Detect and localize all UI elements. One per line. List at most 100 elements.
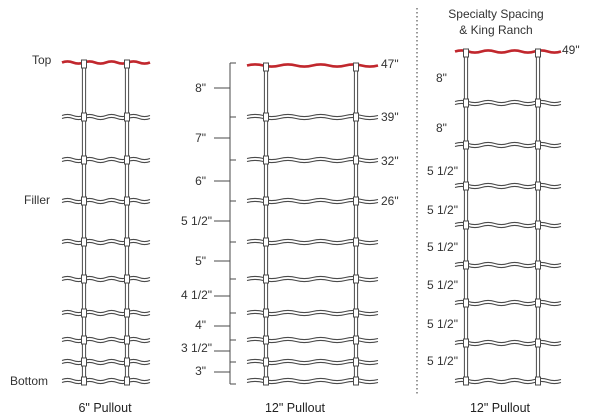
clip-bracket xyxy=(353,335,359,345)
clip-bracket xyxy=(463,338,469,348)
clip-bracket xyxy=(124,376,130,386)
spacing-label: 5 1/2" xyxy=(427,203,458,217)
spacing-label: 8" xyxy=(436,71,447,85)
shelf-wire xyxy=(61,159,151,164)
shelf-wire xyxy=(454,261,562,266)
shelf-wire xyxy=(61,197,151,202)
clip-bracket xyxy=(463,220,469,230)
height-label: 47" xyxy=(381,57,399,71)
clip-bracket xyxy=(263,308,269,318)
clip-bracket xyxy=(463,260,469,270)
shelf-wire xyxy=(61,339,151,344)
clip-bracket xyxy=(124,59,130,69)
clip-bracket xyxy=(535,260,541,270)
shelf-wire xyxy=(454,342,562,347)
left-6in-rack xyxy=(61,59,151,386)
shelf-wire xyxy=(61,380,151,385)
shelf-wire xyxy=(61,156,151,161)
clip-bracket xyxy=(81,357,87,367)
clip-bracket xyxy=(535,298,541,308)
spacing-label: 4 1/2" xyxy=(181,288,212,302)
middle-caption: 12" Pullout xyxy=(264,401,326,415)
clip-bracket xyxy=(263,155,269,165)
shelf-wire xyxy=(61,309,151,314)
middle-12in-rack xyxy=(246,62,379,386)
clip-bracket xyxy=(353,357,359,367)
clip-bracket xyxy=(263,237,269,247)
clip-bracket xyxy=(353,155,359,165)
clip-bracket xyxy=(535,98,541,108)
clip-bracket xyxy=(353,237,359,247)
spacing-label: 7" xyxy=(195,131,206,145)
clip-bracket xyxy=(124,112,130,122)
spacing-label: 6" xyxy=(195,174,206,188)
shelf-wire xyxy=(61,113,151,118)
filler-shelf-label: Filler xyxy=(24,193,50,207)
height-label: 32" xyxy=(381,154,399,168)
right-specialty-rack xyxy=(454,48,562,386)
shelf-wire xyxy=(454,221,562,226)
shelf-wire xyxy=(61,358,151,363)
clip-bracket xyxy=(81,196,87,206)
spacing-label: 8" xyxy=(195,81,206,95)
shelf-wire xyxy=(61,200,151,205)
spacing-label: 8" xyxy=(436,121,447,135)
shelf-wire xyxy=(454,299,562,304)
shelf-wire xyxy=(454,377,562,382)
clip-bracket xyxy=(81,112,87,122)
clip-bracket xyxy=(535,181,541,191)
shelf-wire xyxy=(61,377,151,382)
clip-bracket xyxy=(463,98,469,108)
bottom-shelf-label: Bottom xyxy=(10,374,49,388)
clip-bracket xyxy=(124,237,130,247)
shelf-wire xyxy=(61,361,151,366)
clip-bracket xyxy=(263,62,269,72)
clip-bracket xyxy=(81,335,87,345)
shelf-wire xyxy=(454,144,562,149)
clip-bracket xyxy=(81,59,87,69)
spacing-label: 5 1/2" xyxy=(427,164,458,178)
shelf-wire xyxy=(61,312,151,317)
shelf-wire xyxy=(454,302,562,307)
clip-bracket xyxy=(81,237,87,247)
left-caption: 6" Pullout xyxy=(78,401,132,415)
spacing-label: 4" xyxy=(195,318,206,332)
top-shelf-wire xyxy=(454,49,562,54)
clip-bracket xyxy=(263,376,269,386)
specialty-title-line1: Specialty Spacing xyxy=(448,7,544,21)
clip-bracket xyxy=(124,308,130,318)
specialty-title-line2: & King Ranch xyxy=(459,23,533,37)
clip-bracket xyxy=(124,274,130,284)
shelf-wire xyxy=(454,224,562,229)
clip-bracket xyxy=(535,140,541,150)
height-label: 26" xyxy=(381,194,399,208)
shelf-wire xyxy=(61,238,151,243)
clip-bracket xyxy=(124,357,130,367)
top-shelf-wire xyxy=(61,60,151,65)
shelf-wire xyxy=(454,102,562,107)
clip-bracket xyxy=(263,112,269,122)
clip-bracket xyxy=(124,155,130,165)
shelf-wire xyxy=(454,141,562,146)
clip-bracket xyxy=(353,308,359,318)
clip-bracket xyxy=(353,274,359,284)
clip-bracket xyxy=(463,376,469,386)
clip-bracket xyxy=(81,376,87,386)
shelf-wire xyxy=(454,182,562,187)
clip-bracket xyxy=(463,140,469,150)
shelf-wire xyxy=(61,278,151,283)
clip-bracket xyxy=(353,62,359,72)
clip-bracket xyxy=(353,196,359,206)
spacing-label: 5 1/2" xyxy=(427,278,458,292)
clip-bracket xyxy=(535,376,541,386)
clip-bracket xyxy=(535,338,541,348)
shelf-wire xyxy=(454,339,562,344)
shelf-wire xyxy=(454,99,562,104)
clip-bracket xyxy=(263,274,269,284)
spacing-label: 5 1/2" xyxy=(427,240,458,254)
shelf-wire xyxy=(61,336,151,341)
height-label: 39" xyxy=(381,110,399,124)
right-caption: 12" Pullout xyxy=(469,401,531,415)
